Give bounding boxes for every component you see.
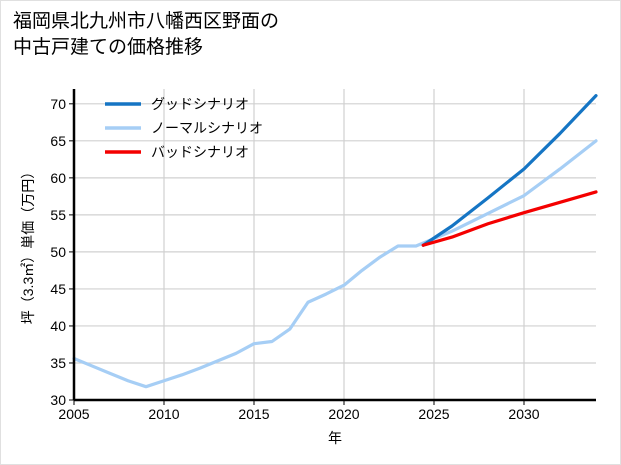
series-line-グッドシナリオ: [421, 94, 598, 247]
y-tick-label: 40: [50, 318, 66, 334]
legend-label-good: グッドシナリオ: [151, 96, 249, 112]
y-tick-label: 60: [50, 170, 66, 186]
y-tick-label: 50: [50, 244, 66, 260]
y-tick-label: 30: [50, 392, 66, 408]
legend-label-bad: バッドシナリオ: [151, 144, 249, 160]
y-tick-label: 65: [50, 133, 66, 149]
legend-label-normal: ノーマルシナリオ: [151, 120, 263, 136]
x-tick-label: 2030: [508, 406, 539, 422]
data-series-group: [72, 94, 598, 389]
x-tick-label: 2015: [238, 406, 269, 422]
y-tick-label: 70: [50, 96, 66, 112]
y-axis-tick-labels: 30 35 40 45 50 55 60 65 70: [50, 96, 74, 408]
axis-spines: [72, 89, 596, 402]
chart-title: 福岡県北九州市八幡西区野面の 中古戸建ての価格推移: [13, 11, 280, 58]
series-line-バッドシナリオ: [421, 190, 598, 247]
y-tick-label: 45: [50, 281, 66, 297]
y-tick-label: 55: [50, 207, 66, 223]
y-axis-title: 坪（3.3㎡）単価（万円）: [20, 165, 36, 324]
x-tick-label: 2005: [58, 406, 89, 422]
series-line-ノーマルシナリオ: [72, 139, 598, 389]
x-tick-label: 2025: [418, 406, 449, 422]
y-tick-label: 35: [50, 355, 66, 371]
y-gridlines: [74, 103, 596, 364]
x-axis-title: 年: [328, 430, 342, 446]
x-tick-label: 2020: [328, 406, 359, 422]
x-gridlines: [163, 89, 525, 400]
x-axis-tick-labels: 2005 2010 2015 2020 2025 2030: [58, 400, 540, 422]
x-tick-label: 2010: [148, 406, 179, 422]
axis-titles: 年 坪（3.3㎡）単価（万円）: [20, 165, 342, 446]
